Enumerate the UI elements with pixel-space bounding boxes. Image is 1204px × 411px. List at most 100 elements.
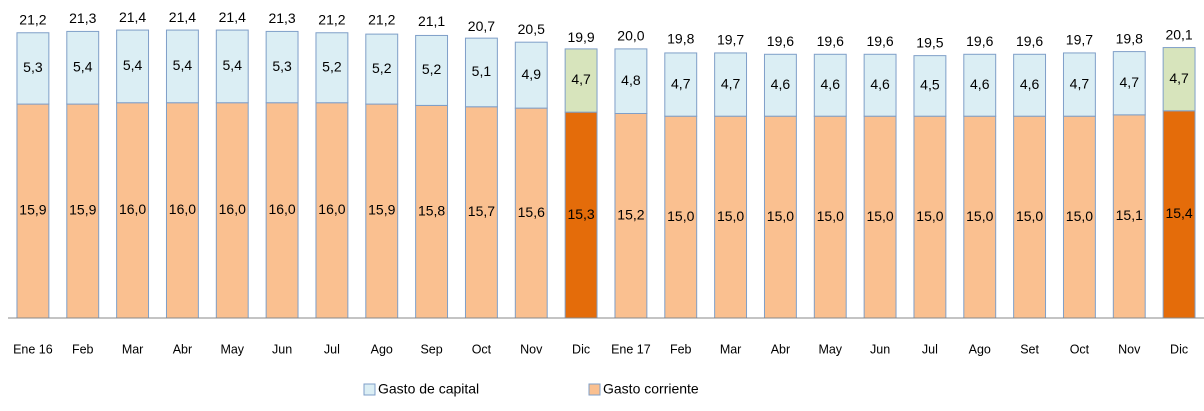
bar-segment (415, 34, 449, 106)
bar-segment (763, 53, 797, 117)
bar-segment (464, 37, 498, 108)
data-label: 4,9 (522, 66, 542, 82)
bar-segment (664, 115, 698, 319)
bar-segment (365, 33, 399, 105)
data-label: 4,6 (870, 76, 890, 92)
total-label: 19,8 (1116, 30, 1143, 46)
total-label: 20,5 (518, 21, 545, 37)
data-label: 4,5 (920, 77, 940, 93)
total-label: 21,2 (368, 11, 395, 27)
total-label: 21,3 (268, 10, 295, 26)
x-tick-label: Feb (670, 342, 692, 356)
total-label: 20,0 (617, 28, 644, 44)
x-tick-label: Abr (771, 342, 790, 356)
bar-segment (564, 111, 598, 319)
total-label: 19,6 (1016, 33, 1043, 49)
x-tick-label: Oct (1070, 342, 1090, 356)
legend-swatch (363, 383, 376, 396)
bar-segment (1112, 114, 1146, 319)
data-label: 15,4 (1165, 205, 1192, 221)
bar-segment (415, 104, 449, 319)
x-tick-label: Jul (324, 342, 340, 356)
bar-segment (1013, 53, 1047, 117)
data-label: 4,7 (721, 75, 741, 91)
data-label: 4,7 (1120, 74, 1140, 90)
data-label: 15,0 (667, 208, 694, 224)
legend-swatch (588, 383, 601, 396)
bar-segment (863, 53, 897, 117)
bar-segment (215, 29, 249, 104)
data-label: 5,1 (472, 63, 492, 79)
total-label: 19,7 (717, 32, 744, 48)
bar-segment (813, 53, 847, 117)
x-tick-label: Oct (472, 342, 492, 356)
bar-segment (1162, 110, 1196, 319)
x-tick-label: May (818, 342, 842, 356)
data-label: 4,7 (571, 71, 591, 87)
data-label: 4,6 (970, 76, 990, 92)
total-label: 20,7 (468, 18, 495, 34)
data-label: 15,0 (966, 208, 993, 224)
bar-segment (315, 32, 349, 104)
data-label: 16,0 (268, 201, 295, 217)
x-tick-label: Ene 16 (13, 342, 53, 356)
total-label: 19,6 (966, 33, 993, 49)
bar-segment (913, 55, 947, 117)
bar-segment (265, 102, 299, 319)
data-label: 15,0 (817, 208, 844, 224)
total-label: 21,2 (318, 11, 345, 27)
bar-segment (714, 115, 748, 319)
x-tick-label: Jun (870, 342, 890, 356)
x-tick-label: May (220, 342, 244, 356)
data-label: 5,4 (173, 57, 193, 73)
data-label: 15,9 (368, 202, 395, 218)
x-tick-label: Nov (1118, 342, 1141, 356)
data-label: 15,2 (617, 206, 644, 222)
data-label: 5,2 (422, 61, 442, 77)
x-tick-label: Abr (173, 342, 192, 356)
data-label: 16,0 (318, 201, 345, 217)
x-tick-label: Mar (720, 342, 742, 356)
bar-segment (714, 52, 748, 117)
total-label: 19,7 (1066, 32, 1093, 48)
total-label: 19,8 (667, 30, 694, 46)
data-label: 4,6 (821, 76, 841, 92)
data-label: 15,0 (717, 208, 744, 224)
bar-segment (464, 106, 498, 319)
bar-segment (564, 48, 598, 113)
data-label: 5,2 (372, 60, 392, 76)
bar-segment (1112, 51, 1146, 116)
data-label: 15,6 (518, 204, 545, 220)
data-label: 15,0 (1066, 208, 1093, 224)
bar-segment (16, 32, 50, 105)
bar-segment (116, 29, 150, 104)
total-label: 19,6 (866, 33, 893, 49)
data-label: 5,3 (23, 59, 43, 75)
bar-segment (614, 112, 648, 319)
x-tick-label: Mar (122, 342, 144, 356)
data-label: 15,9 (69, 202, 96, 218)
x-tick-label: Sep (420, 342, 442, 356)
data-label: 15,9 (19, 202, 46, 218)
x-tick-label: Set (1020, 342, 1039, 356)
bar-segment (16, 103, 50, 319)
data-label: 5,4 (73, 58, 93, 74)
data-label: 15,0 (916, 208, 943, 224)
total-label: 21,4 (219, 9, 246, 25)
data-label: 4,7 (671, 75, 691, 91)
bar-segment (1162, 47, 1196, 112)
data-label: 4,6 (1020, 76, 1040, 92)
data-label: 15,1 (1116, 207, 1143, 223)
data-label: 15,8 (418, 202, 445, 218)
data-label: 5,4 (223, 57, 243, 73)
total-label: 21,1 (418, 13, 445, 29)
total-label: 21,3 (69, 10, 96, 26)
data-label: 16,0 (119, 201, 146, 217)
data-label: 5,3 (272, 58, 292, 74)
total-label: 19,6 (817, 33, 844, 49)
data-label: 4,7 (1070, 75, 1090, 91)
bar-segment (514, 41, 548, 109)
total-label: 19,6 (767, 33, 794, 49)
legend-label: Gasto corriente (603, 381, 699, 397)
